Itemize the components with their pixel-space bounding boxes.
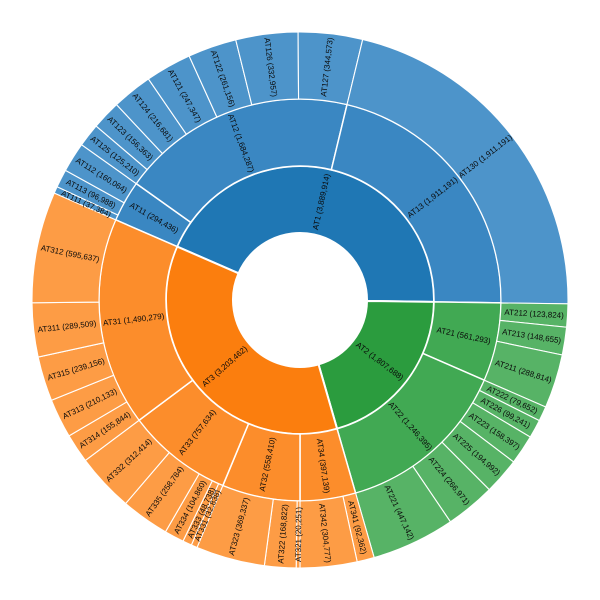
sunburst-sector-AT312[interactable]: [31, 192, 117, 304]
sunburst-sectors: [31, 31, 569, 569]
sunburst-sector-AT130[interactable]: [346, 38, 569, 305]
